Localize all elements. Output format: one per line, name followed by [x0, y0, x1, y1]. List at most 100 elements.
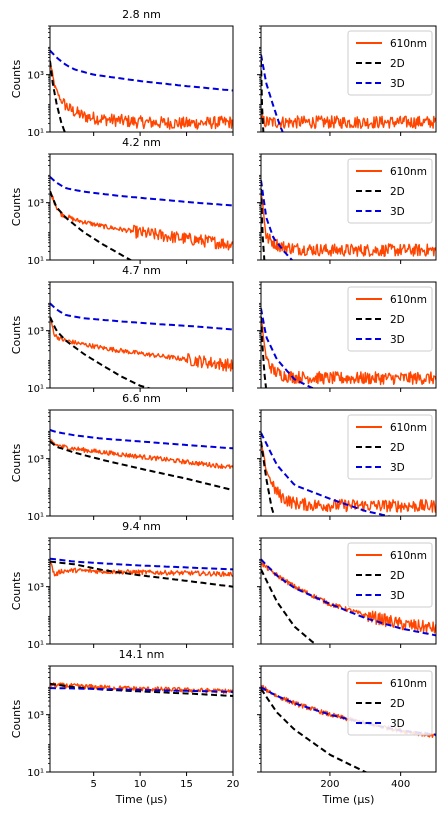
subplot-left-0: 10¹ 10³	[27, 25, 234, 139]
legend-label: 3D	[390, 206, 405, 218]
plot-area	[50, 682, 233, 697]
y-axis-label: Counts	[10, 444, 23, 483]
subplot-right-3: 610nm 2D 3D	[257, 409, 437, 520]
x-tick-label: 15	[180, 779, 193, 790]
subplot-title: 4.7 nm	[122, 264, 161, 277]
axes-frame	[49, 281, 234, 389]
subplot-right-4: 610nm 2D 3D	[257, 537, 437, 648]
x-tick-label: 200	[320, 779, 339, 790]
series-line-610nm	[50, 190, 233, 251]
y-axis-label: Counts	[10, 316, 23, 355]
x-tick-label: 5	[90, 779, 96, 790]
subplot-left-2: 10¹ 10³	[27, 281, 234, 395]
y-tick-label: 10¹	[27, 128, 44, 139]
y-tick-label: 10¹	[27, 384, 44, 395]
legend-label: 3D	[390, 590, 405, 602]
subplot-title: 6.6 nm	[122, 392, 161, 405]
x-tick-label: 20	[227, 779, 240, 790]
subplot-right-1: 610nm 2D 3D	[257, 153, 437, 264]
plot-area	[261, 180, 436, 260]
legend-label: 2D	[390, 698, 405, 710]
legend-label: 2D	[390, 58, 405, 70]
y-tick-label: 10³	[27, 199, 44, 210]
legend: 610nm 2D 3D	[347, 414, 433, 480]
series-line-610nm	[261, 316, 436, 386]
plot-area	[50, 302, 233, 388]
legend-label: 2D	[390, 186, 405, 198]
legend-label: 610nm	[390, 38, 427, 50]
x-tick-label: 400	[391, 779, 410, 790]
axes-frame	[49, 25, 234, 133]
series-line-610nm	[50, 439, 233, 470]
y-axis-label: Counts	[10, 60, 23, 99]
series-line-3d	[50, 302, 233, 331]
legend-box	[347, 414, 433, 480]
plot-area	[50, 557, 233, 588]
series-line-2d	[261, 568, 318, 644]
legend-label: 610nm	[390, 422, 427, 434]
axes-frame	[49, 537, 234, 645]
legend-label: 2D	[390, 314, 405, 326]
series-line-3d	[50, 429, 233, 450]
series-line-3d	[50, 49, 233, 92]
legend-label: 2D	[390, 570, 405, 582]
series-line-3d	[261, 558, 436, 637]
series-line-610nm	[261, 190, 436, 257]
subplot-right-0: 610nm 2D 3D	[257, 25, 437, 136]
plot-area	[50, 176, 233, 260]
subplot-title: 2.8 nm	[122, 8, 161, 21]
plot-area	[50, 49, 233, 132]
x-axis-label: Time (μs)	[322, 793, 375, 806]
y-tick-label: 10¹	[27, 512, 44, 523]
y-tick-label: 10¹	[27, 256, 44, 267]
series-line-3d	[261, 180, 294, 260]
y-tick-label: 10³	[27, 327, 44, 338]
x-tick-label: 10	[134, 779, 147, 790]
legend-label: 3D	[390, 334, 405, 346]
subplot-left-4: 10¹ 10³	[27, 537, 234, 651]
series-line-2d	[50, 60, 66, 132]
x-axis-label: Time (μs)	[115, 793, 168, 806]
series-line-3d	[261, 54, 284, 132]
subplot-right-5: 200 400 Time (μs) 610nm 2D 3D	[257, 665, 437, 806]
legend-label: 610nm	[390, 550, 427, 562]
series-line-2d	[50, 190, 133, 260]
series-line-610nm	[261, 441, 436, 513]
legend-box	[347, 542, 433, 608]
series-line-2d	[50, 316, 153, 388]
legend: 610nm 2D 3D	[347, 670, 433, 736]
subplot-title: 9.4 nm	[122, 520, 161, 533]
series-line-3d	[50, 176, 233, 207]
subplot-title: 4.2 nm	[122, 136, 161, 149]
y-axis-label: Counts	[10, 572, 23, 611]
series-line-2d	[261, 441, 276, 516]
legend-label: 610nm	[390, 678, 427, 690]
legend-label: 610nm	[390, 166, 427, 178]
legend-label: 610nm	[390, 294, 427, 306]
legend-box	[347, 286, 433, 352]
series-line-2d	[261, 188, 266, 260]
legend: 610nm 2D 3D	[347, 30, 433, 96]
subplot-right-2: 610nm 2D 3D	[257, 281, 437, 392]
legend: 610nm 2D 3D	[347, 542, 433, 608]
series-line-2d	[50, 560, 233, 588]
series-line-610nm	[50, 60, 233, 130]
plot-area	[50, 429, 233, 492]
series-line-610nm	[261, 114, 436, 130]
series-line-610nm	[50, 316, 233, 372]
legend-label: 3D	[390, 462, 405, 474]
series-line-2d	[50, 440, 233, 492]
series-line-3d	[50, 687, 233, 693]
legend-box	[347, 670, 433, 736]
series-line-3d	[261, 308, 319, 388]
y-tick-label: 10¹	[27, 768, 44, 779]
series-line-2d	[261, 61, 265, 132]
y-axis-label: Counts	[10, 188, 23, 227]
y-tick-label: 10¹	[27, 640, 44, 651]
plot-area	[261, 308, 436, 388]
y-tick-label: 10³	[27, 583, 44, 594]
series-line-2d	[261, 688, 369, 772]
series-line-610nm	[50, 682, 233, 694]
y-tick-label: 10³	[27, 711, 44, 722]
